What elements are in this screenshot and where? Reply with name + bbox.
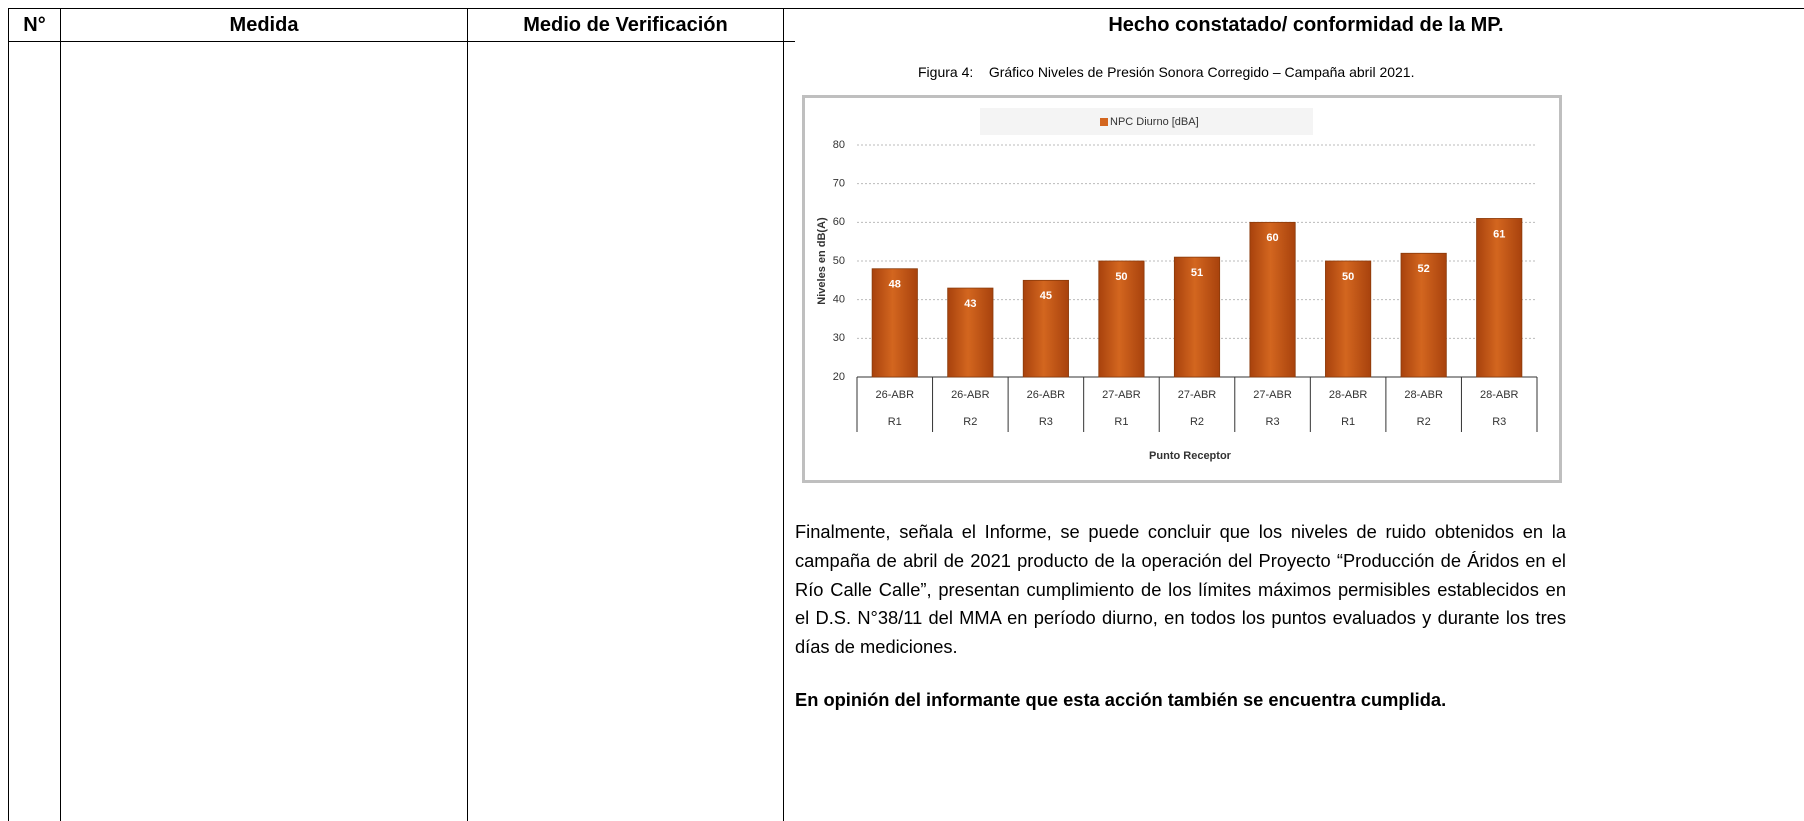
bar <box>1098 260 1145 378</box>
data-label: 50 <box>1342 271 1354 283</box>
header-cell: N° <box>9 8 60 42</box>
bar <box>871 268 918 378</box>
y-tick-label: 60 <box>833 216 845 228</box>
header-cell: Medio de Verificación <box>468 8 783 42</box>
bar <box>1022 279 1069 378</box>
x-tick-label: R1 <box>1114 416 1128 428</box>
x-tick-label: R3 <box>1492 416 1506 428</box>
bar <box>1476 218 1523 378</box>
x-tick-label: 28-ABR <box>1480 389 1519 401</box>
x-tick-label: 26-ABR <box>1027 389 1066 401</box>
y-tick-label: 80 <box>833 139 845 151</box>
bar <box>1173 256 1221 378</box>
caption-label: Figura 4: <box>918 64 974 80</box>
data-label: 52 <box>1418 263 1430 275</box>
data-label: 60 <box>1266 232 1278 244</box>
paragraph: Finalmente, señala el Informe, se puede … <box>795 521 1566 658</box>
x-axis-label: Punto Receptor <box>1149 450 1232 462</box>
x-tick-label: 27-ABR <box>1253 389 1292 401</box>
bar <box>1325 260 1372 378</box>
x-tick-label: R2 <box>1417 416 1431 428</box>
border <box>8 8 1804 9</box>
border <box>8 41 795 42</box>
legend-box <box>980 108 1313 135</box>
caption-text: Gráfico Niveles de Presión Sonora Correg… <box>988 64 1415 80</box>
x-tick-label: 26-ABR <box>876 389 915 401</box>
y-axis-label: Niveles en dB(A) <box>816 217 828 305</box>
y-tick-label: 30 <box>833 332 845 344</box>
x-tick-label: 28-ABR <box>1329 389 1368 401</box>
x-tick-label: R3 <box>1266 416 1280 428</box>
x-tick-label: R1 <box>1341 416 1355 428</box>
data-label: 61 <box>1493 228 1505 240</box>
x-tick-label: R2 <box>1190 416 1204 428</box>
data-label: 45 <box>1040 290 1052 302</box>
border <box>8 8 9 821</box>
y-tick-label: 20 <box>833 371 845 383</box>
legend-swatch <box>1100 118 1108 126</box>
x-tick-label: R2 <box>963 416 977 428</box>
border <box>60 8 61 821</box>
header-cell: Hecho constatado/ conformidad de la MP. <box>784 8 1804 42</box>
data-label: 50 <box>1115 271 1127 283</box>
x-tick-label: R1 <box>888 416 902 428</box>
bar <box>1400 252 1447 378</box>
x-tick-label: R3 <box>1039 416 1053 428</box>
x-tick-label: 27-ABR <box>1178 389 1217 401</box>
border <box>783 8 784 821</box>
y-tick-label: 40 <box>833 294 845 306</box>
bar <box>947 287 994 378</box>
border <box>467 8 468 821</box>
x-tick-label: 27-ABR <box>1102 389 1141 401</box>
header-cell: Medida <box>61 8 467 42</box>
data-label: 48 <box>889 279 901 291</box>
x-tick-label: 26-ABR <box>951 389 990 401</box>
y-tick-label: 70 <box>833 178 845 190</box>
data-label: 51 <box>1191 267 1203 279</box>
figure-caption: Figura 4: Gráfico Niveles de Presión Son… <box>918 64 1415 80</box>
bar <box>1249 221 1296 378</box>
x-tick-label: 28-ABR <box>1404 389 1443 401</box>
y-tick-label: 50 <box>833 255 845 267</box>
chart: 20 30 40 50 60 70 80 NPC Diurno [dBA] Niveles en… <box>802 95 1562 483</box>
legend-swatch-text: NPC Diurno [dBA] <box>1110 116 1199 128</box>
conclusion: En opinión del informante que esta acció… <box>795 689 1447 710</box>
data-label: 43 <box>964 298 976 310</box>
